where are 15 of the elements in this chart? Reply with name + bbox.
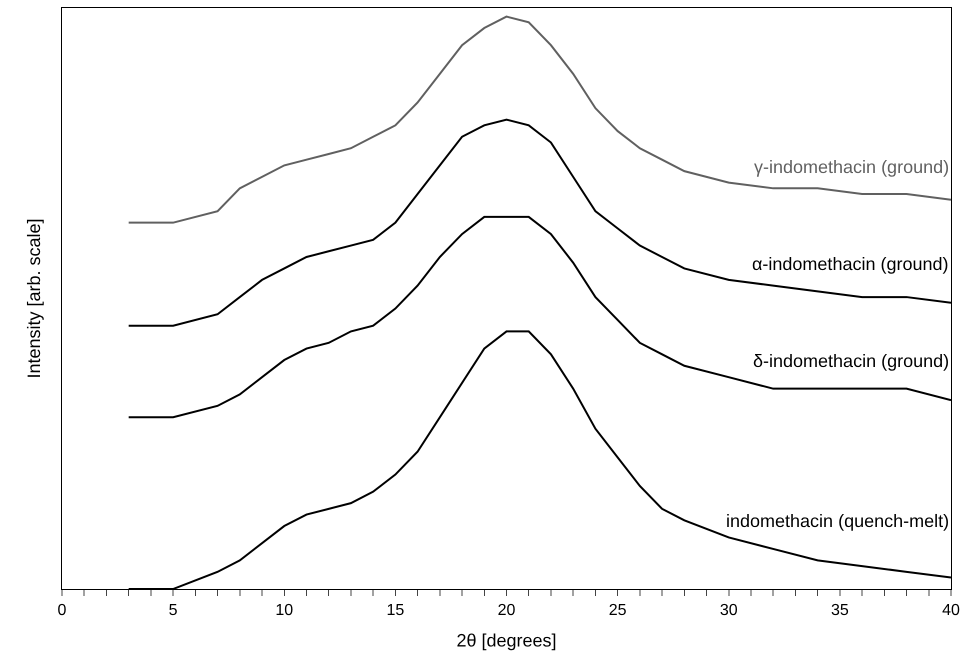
x-axis-title: 2θ [degrees] xyxy=(456,630,557,650)
x-tick-label: 25 xyxy=(608,602,627,620)
x-tick-label: 35 xyxy=(830,602,849,620)
x-tick-label: 5 xyxy=(168,602,178,620)
x-tick-label: 15 xyxy=(386,602,404,620)
y-axis-title: Intensity [arb. scale] xyxy=(24,218,44,379)
x-tick-label: 40 xyxy=(942,602,960,620)
series-label: δ-indomethacin (ground) xyxy=(753,351,950,371)
x-tick-label: 20 xyxy=(498,602,516,620)
x-tick-label: 30 xyxy=(720,602,738,620)
x-tick-label: 0 xyxy=(58,602,67,620)
x-tick-label: 10 xyxy=(275,602,294,620)
series-label: α-indomethacin (ground) xyxy=(752,254,949,274)
series-label: γ-indomethacin (ground) xyxy=(754,157,950,177)
series-label: indomethacin (quench-melt) xyxy=(726,511,950,531)
